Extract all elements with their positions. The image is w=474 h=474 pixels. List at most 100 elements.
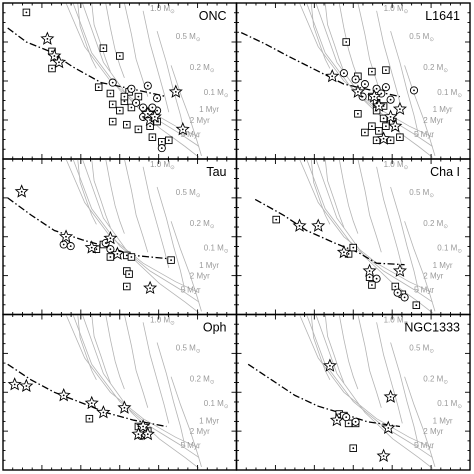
data-point-center	[389, 116, 392, 118]
data-point-center	[46, 38, 49, 40]
mass-track-line	[105, 2, 125, 79]
mass-track-line	[91, 314, 111, 384]
mean-sequence-line	[247, 363, 400, 428]
data-point-center	[160, 147, 163, 150]
mass-track-line	[376, 322, 403, 424]
mass-track-label: 1.0 M⊙	[384, 160, 409, 171]
mass-track-line	[142, 322, 170, 424]
data-point-center	[151, 106, 154, 109]
isochrone-label: 2 Myr	[190, 427, 210, 436]
mass-track-label: 0.2 M⊙	[423, 374, 448, 385]
data-point-center	[149, 287, 152, 289]
data-point-center	[123, 406, 126, 409]
isochrone-line	[72, 314, 200, 458]
data-point-center	[118, 55, 121, 57]
isochrone-label: 5 Myr	[414, 286, 434, 295]
data-point-center	[170, 259, 173, 261]
mass-track-label: 0.5 M⊙	[176, 343, 201, 354]
data-point-center	[389, 139, 392, 142]
panel-frame	[2, 158, 238, 316]
data-point-center	[130, 106, 133, 109]
data-point-center	[331, 75, 334, 78]
mean-sequence-line	[240, 32, 401, 98]
data-point-center	[137, 128, 140, 131]
data-point-center	[111, 81, 114, 84]
data-point-center	[382, 137, 385, 140]
isochrone-line	[306, 314, 433, 458]
data-point-center	[371, 125, 373, 128]
data-point-center	[135, 101, 138, 104]
data-point-center	[137, 95, 140, 98]
mass-track-label: 0.5 M⊙	[409, 32, 434, 43]
data-point-center	[343, 251, 345, 254]
data-point-center	[354, 420, 357, 423]
data-point-center	[160, 140, 163, 143]
isochrone-label: 1 Myr	[199, 105, 219, 114]
mass-track-line	[390, 30, 419, 136]
data-point-center	[109, 92, 112, 95]
isochrone-line	[72, 158, 200, 303]
mass-track-line	[77, 2, 97, 69]
data-point-center	[149, 119, 152, 121]
mass-track-line	[390, 342, 419, 447]
data-point-center	[364, 131, 366, 134]
data-point-center	[399, 136, 401, 139]
mass-track-line	[357, 314, 382, 408]
data-point-center	[375, 277, 378, 280]
mass-track-label: 0.1 M⊙	[204, 244, 229, 255]
data-point-center	[62, 243, 65, 246]
mass-track-line	[404, 221, 436, 312]
mass-track-label: 1.0 M⊙	[150, 160, 175, 171]
mass-track-line	[156, 342, 186, 447]
mass-track-label: 0.1 M⊙	[204, 88, 229, 99]
data-point-center	[130, 87, 133, 90]
data-point-center	[109, 237, 112, 240]
panel-ngc1333: 1.0 M⊙ 0.5 M⊙ 0.2 M⊙ 0.1 M⊙ 1 Myr 2 Myr 5 Myr N…	[235, 313, 471, 471]
panel-title: Tau	[206, 165, 226, 179]
data-point-center	[329, 364, 331, 367]
data-point-center	[151, 136, 154, 139]
data-point-center	[373, 95, 376, 98]
panel-cha-i: 1.0 M⊙ 0.5 M⊙ 0.2 M⊙ 0.1 M⊙ 1 Myr 2 Myr 5 Myr C…	[235, 158, 471, 316]
data-point-center	[53, 55, 56, 57]
isochrone-label: 1 Myr	[433, 416, 453, 425]
mass-track-label: 0.2 M⊙	[190, 63, 215, 74]
data-point-center	[156, 109, 159, 112]
data-point-center	[156, 97, 159, 100]
data-point-center	[338, 413, 341, 415]
mass-track-line	[357, 158, 382, 253]
data-point-center	[378, 105, 380, 107]
mass-track-line	[156, 186, 186, 292]
mass-track-label: 0.2 M⊙	[423, 63, 448, 74]
mass-track-line	[338, 158, 359, 234]
data-point-center	[375, 139, 378, 142]
data-point-center	[378, 130, 380, 132]
mass-track-label: 0.1 M⊙	[437, 399, 462, 410]
data-point-center	[394, 125, 397, 128]
data-point-center	[347, 253, 350, 255]
isochrone-label: 2 Myr	[190, 116, 210, 125]
data-point-center	[125, 123, 128, 126]
data-point-center	[97, 86, 100, 89]
mass-track-line	[170, 221, 202, 312]
mass-track-label: 1.0 M⊙	[150, 315, 175, 326]
data-point-center	[399, 270, 401, 272]
data-point-center	[123, 100, 126, 103]
data-point-center	[375, 87, 378, 90]
panel-frame	[235, 158, 471, 316]
panel-oph: 1.0 M⊙ 0.5 M⊙ 0.2 M⊙ 0.1 M⊙ 1 Myr 2 Myr 5 Myr O…	[2, 313, 238, 471]
data-point-center	[368, 270, 371, 272]
mass-track-label: 0.1 M⊙	[204, 399, 229, 410]
data-point-center	[51, 50, 53, 53]
data-point-center	[102, 411, 105, 414]
mass-track-label: 0.1 M⊙	[437, 244, 462, 255]
data-point-center	[382, 117, 385, 120]
isochrone-label: 1 Myr	[433, 105, 453, 114]
isochrone-line	[299, 2, 433, 138]
data-point-center	[142, 106, 145, 109]
mass-track-line	[105, 158, 125, 234]
data-point-center	[345, 41, 348, 43]
data-point-center	[25, 385, 28, 387]
data-point-center	[275, 218, 278, 221]
isochrone-line	[299, 314, 433, 449]
